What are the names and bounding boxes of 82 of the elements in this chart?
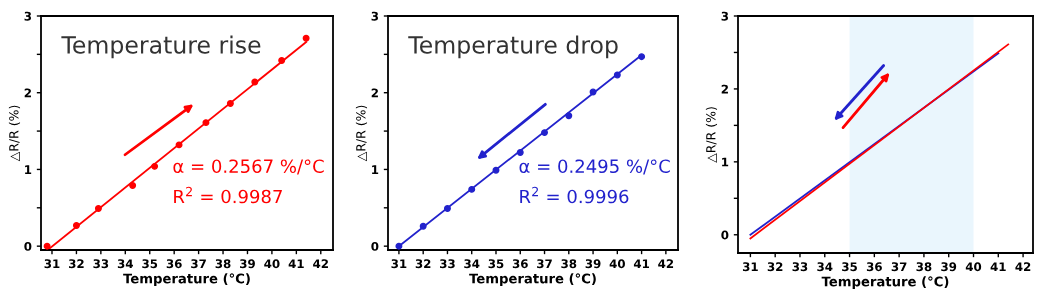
x-axis-title: Temperature (°C) (123, 273, 250, 286)
point (129, 182, 137, 190)
x-tick-label: 35 (842, 262, 857, 272)
point (72, 221, 80, 229)
y-tick-label: 1 (372, 165, 379, 174)
x-tick-label: 40 (609, 259, 625, 269)
x-tick-label: 41 (990, 262, 1006, 271)
point (589, 88, 597, 96)
point (443, 205, 451, 213)
x-tick-label: 42 (313, 259, 328, 268)
y-axis-title: △R/R (%) (705, 107, 718, 163)
x-tick-label: 42 (1015, 262, 1031, 271)
x-tick-label: 40 (264, 259, 280, 269)
x-tick-label: 33 (93, 259, 109, 269)
annotation: Temperature rise (61, 35, 261, 59)
x-tick-label: 32 (415, 259, 431, 269)
point (202, 119, 210, 127)
x-tick-label: 38 (215, 259, 231, 269)
point (43, 242, 51, 250)
x-tick-label: 37 (537, 259, 552, 269)
point (516, 149, 524, 157)
x-tick-label: 34 (464, 259, 480, 269)
annotation: R$^{2}$ = 0.9996 (520, 186, 629, 204)
x-tick-label: 34 (817, 262, 833, 272)
annotation: Temperature drop (408, 35, 618, 59)
x-tick-label: 39 (941, 262, 957, 272)
x-tick-label: 41 (633, 259, 649, 268)
point (613, 71, 621, 79)
x-tick-label: 31 (391, 259, 407, 269)
point (492, 166, 500, 174)
point (565, 112, 573, 120)
x-axis-title: Temperature (°C) (821, 276, 949, 289)
x-tick-label: 39 (240, 259, 255, 269)
y-axis-title: △R/R (%) (8, 105, 21, 162)
x-axis-title: Temperature (°C) (469, 273, 596, 286)
point (175, 141, 183, 149)
x-tick-label: 37 (891, 262, 907, 272)
x-tick-label: 39 (585, 259, 601, 269)
annotation: α = 0.2567 %/°C (173, 159, 324, 175)
y-tick-label: 3 (721, 11, 729, 21)
y-tick-label: 1 (722, 157, 729, 167)
x-tick-label: 37 (191, 259, 206, 269)
y-tick-label: 2 (371, 88, 378, 98)
y-tick-label: 3 (24, 11, 32, 21)
point (395, 242, 403, 250)
point (226, 99, 234, 107)
y-tick-label: 2 (721, 84, 728, 94)
x-tick-label: 34 (117, 259, 133, 269)
point (419, 222, 427, 230)
point (302, 34, 310, 42)
point (541, 129, 549, 137)
x-tick-label: 38 (916, 262, 932, 272)
x-tick-label: 36 (866, 262, 882, 272)
x-tick-label: 31 (742, 262, 758, 272)
x-tick-label: 35 (488, 259, 504, 269)
y-tick-label: 0 (371, 241, 379, 251)
y-axis-title: △R/R (%) (355, 105, 368, 162)
x-tick-label: 33 (440, 259, 455, 269)
x-tick-label: 32 (69, 259, 84, 269)
y-tick-label: 0 (721, 230, 729, 240)
x-tick-label: 32 (767, 262, 783, 272)
y-tick-label: 0 (24, 241, 32, 251)
x-tick-label: 42 (658, 259, 674, 268)
x-tick-label: 40 (965, 262, 982, 272)
x-tick-label: 35 (142, 259, 158, 269)
point (94, 205, 102, 213)
point (151, 162, 159, 170)
x-tick-label: 33 (792, 262, 808, 272)
x-tick-label: 36 (512, 259, 528, 269)
y-tick-label: 3 (371, 11, 379, 21)
x-tick-label: 38 (561, 259, 577, 269)
point (251, 78, 259, 86)
point (638, 53, 646, 61)
y-tick-label: 2 (24, 88, 31, 98)
point (278, 57, 286, 64)
y-tick-label: 1 (25, 165, 32, 174)
annotation: R$^{2}$ = 0.9987 (174, 186, 282, 204)
point (468, 185, 476, 193)
x-tick-label: 31 (44, 259, 60, 269)
annotation: α = 0.2495 %/°C (519, 159, 670, 175)
x-tick-label: 41 (288, 259, 304, 268)
x-tick-label: 36 (166, 259, 182, 269)
